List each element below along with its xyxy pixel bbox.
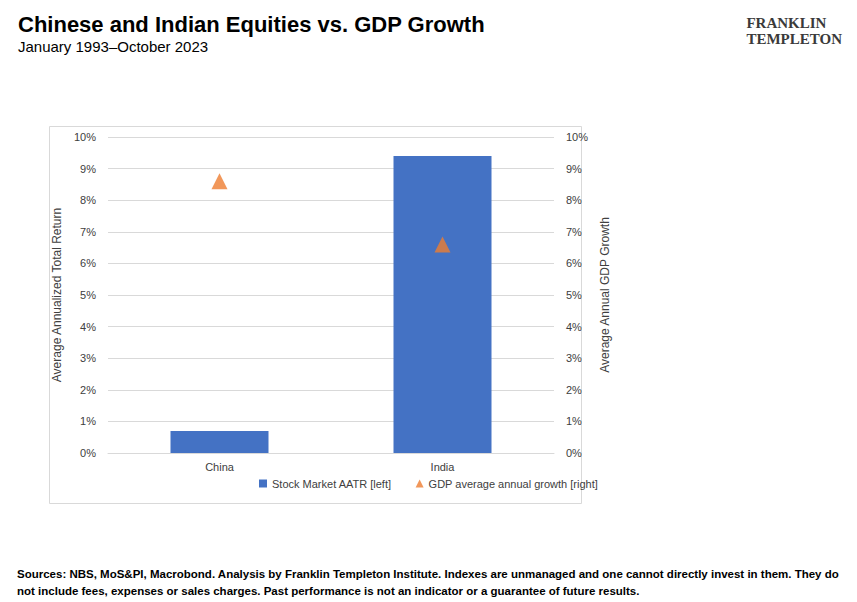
svg-text:10%: 10% <box>566 131 588 143</box>
svg-text:Sources: NBS, MoS&PI, Macrobon: Sources: NBS, MoS&PI, Macrobond. Analysi… <box>17 568 842 580</box>
svg-text:0%: 0% <box>80 447 96 459</box>
svg-text:10%: 10% <box>74 131 96 143</box>
svg-text:Chinese and Indian Equities vs: Chinese and Indian Equities vs. GDP Grow… <box>18 12 485 37</box>
svg-text:8%: 8% <box>80 194 96 206</box>
svg-text:3%: 3% <box>566 352 582 364</box>
svg-text:6%: 6% <box>566 257 582 269</box>
svg-text:not include fees, expenses or: not include fees, expenses or sales char… <box>17 585 261 597</box>
svg-text:7%: 7% <box>566 226 582 238</box>
svg-text:Stock Market AATR [left]: Stock Market AATR [left] <box>272 478 391 490</box>
svg-text:FRANKLIN: FRANKLIN <box>746 15 826 31</box>
svg-text:Average Annual GDP Growth: Average Annual GDP Growth <box>598 217 612 373</box>
svg-text:2%: 2% <box>566 384 582 396</box>
svg-text:1%: 1% <box>566 415 582 427</box>
svg-text:9%: 9% <box>80 163 96 175</box>
svg-text:China: China <box>205 461 235 473</box>
svg-text:Average Annualized Total Retur: Average Annualized Total Return <box>50 208 64 382</box>
svg-text:GDP average annual growth [rig: GDP average annual growth [right] <box>429 478 598 490</box>
svg-text:5%: 5% <box>566 289 582 301</box>
svg-text:Past performance is not an ind: Past performance is not an indicator or … <box>264 585 640 597</box>
svg-text:India: India <box>431 461 456 473</box>
svg-text:January 1993–October 2023: January 1993–October 2023 <box>18 38 208 55</box>
svg-text:TEMPLETON: TEMPLETON <box>746 31 842 47</box>
svg-text:4%: 4% <box>566 321 582 333</box>
svg-text:4%: 4% <box>80 321 96 333</box>
svg-text:5%: 5% <box>80 289 96 301</box>
svg-text:3%: 3% <box>80 352 96 364</box>
svg-text:6%: 6% <box>80 257 96 269</box>
svg-text:0%: 0% <box>566 447 582 459</box>
svg-text:7%: 7% <box>80 226 96 238</box>
svg-text:9%: 9% <box>566 163 582 175</box>
svg-text:2%: 2% <box>80 384 96 396</box>
svg-text:1%: 1% <box>80 415 96 427</box>
svg-text:8%: 8% <box>566 194 582 206</box>
